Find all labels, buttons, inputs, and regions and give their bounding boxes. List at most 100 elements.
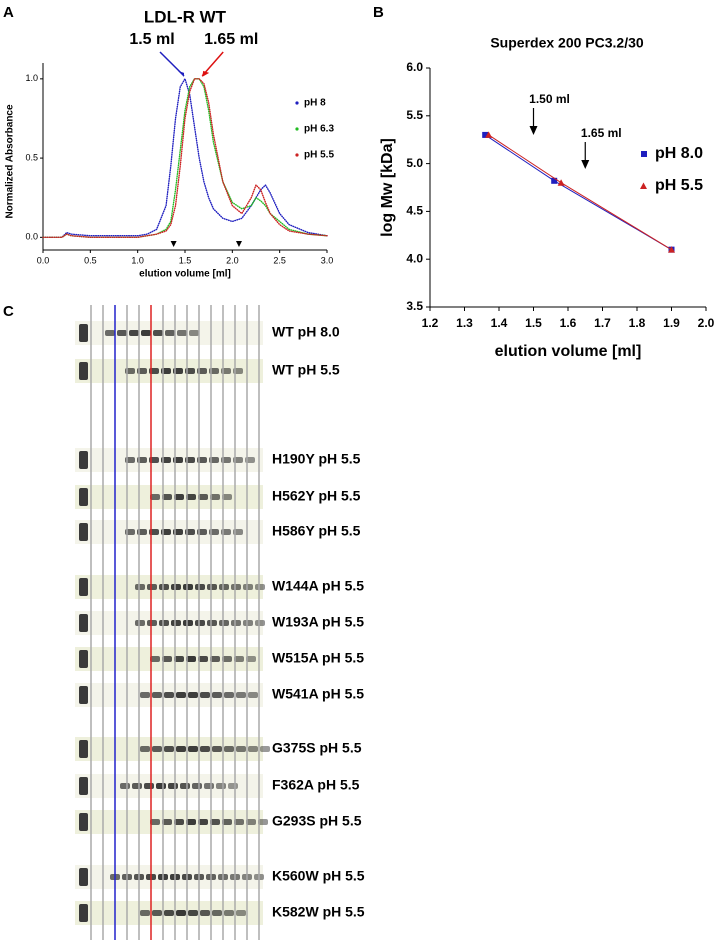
x-tick-label: 0.5 [84, 255, 97, 265]
gel-band [207, 620, 217, 626]
gel-band [162, 819, 172, 825]
chart-title: LDL-R WT [144, 7, 227, 26]
x-tick-label: 2.0 [698, 316, 714, 330]
x-tick-label: 1.9 [663, 316, 680, 330]
point [551, 177, 558, 184]
gel-band [224, 692, 234, 698]
y-tick-label: 4.0 [406, 251, 423, 265]
gel-band [162, 494, 172, 500]
gel-band [176, 692, 186, 698]
gel-band [210, 656, 220, 662]
x-tick-label: 1.6 [560, 316, 577, 330]
gel-band [248, 692, 258, 698]
y-tick-label: 5.0 [406, 156, 423, 170]
gel-band [156, 783, 166, 789]
gel-band [189, 330, 199, 336]
panel-label: C [3, 303, 14, 320]
gel-band [183, 584, 193, 590]
x-tick-label: 1.0 [131, 255, 144, 265]
x-axis-label: elution volume [ml] [495, 343, 642, 360]
gel-band [186, 819, 196, 825]
gel-band [198, 494, 208, 500]
gel-band [141, 330, 151, 336]
gel-band [231, 584, 241, 590]
legend-label: pH 8.0 [655, 145, 703, 162]
point [485, 131, 493, 138]
x-tick-label: 1.7 [594, 316, 611, 330]
gel-band [135, 584, 145, 590]
y-axis-label: log Mw [kDa] [379, 138, 396, 237]
gel-band [186, 656, 196, 662]
gel-band [248, 746, 258, 752]
row-label: W144A pH 5.5 [272, 578, 364, 594]
gel-band [219, 620, 229, 626]
gel-band [246, 819, 256, 825]
gel-band [210, 819, 220, 825]
row-label: K582W pH 5.5 [272, 904, 365, 920]
gel-band [152, 692, 162, 698]
ladder [79, 904, 88, 922]
annotation-arrowhead [178, 70, 184, 77]
series-line [42, 78, 328, 239]
point [557, 179, 565, 186]
gel-band [171, 584, 181, 590]
gel-band [120, 783, 130, 789]
x-tick-label: 1.2 [422, 316, 439, 330]
row-label: H586Y pH 5.5 [272, 523, 361, 539]
gel-band [188, 692, 198, 698]
gel-band [159, 620, 169, 626]
gel-band [198, 819, 208, 825]
gel-band [200, 692, 210, 698]
x-tick-label: 2.0 [226, 255, 239, 265]
gel-band [176, 746, 186, 752]
gel-band [212, 910, 222, 916]
gel-band [174, 656, 184, 662]
gel-band [188, 910, 198, 916]
gel-band [212, 692, 222, 698]
gel-band [210, 494, 220, 500]
x-tick-label: 1.4 [491, 316, 508, 330]
gel-band [216, 783, 226, 789]
series-line [42, 77, 328, 239]
gel-band [174, 494, 184, 500]
arrowhead [235, 241, 242, 247]
gel-band [150, 494, 160, 500]
legend-marker [295, 153, 299, 157]
x-tick-label: 0.0 [37, 255, 50, 265]
gel-band [140, 910, 150, 916]
gel-band [147, 620, 157, 626]
gel-band [164, 910, 174, 916]
x-tick-label: 1.5 [525, 316, 542, 330]
y-tick-label: 0.0 [25, 232, 38, 242]
gel-band [129, 330, 139, 336]
row-label: W515A pH 5.5 [272, 650, 364, 666]
gel-band [222, 819, 232, 825]
legend-label: pH 5.5 [304, 150, 334, 161]
gel-band [117, 330, 127, 336]
gel-band [236, 746, 246, 752]
gel-band [195, 584, 205, 590]
point [668, 246, 675, 253]
y-tick-label: 1.0 [25, 73, 38, 83]
gel-band [176, 910, 186, 916]
gel-band [200, 910, 210, 916]
gel-band [204, 783, 214, 789]
ladder [79, 740, 88, 758]
gel-band [200, 746, 210, 752]
gel-band [207, 584, 217, 590]
gel-band [243, 620, 253, 626]
point [482, 131, 489, 138]
panel-label: B [373, 4, 384, 21]
gel-band [140, 746, 150, 752]
ladder [79, 488, 88, 506]
gel-band [195, 620, 205, 626]
gel-band [224, 910, 234, 916]
gel-band [188, 746, 198, 752]
ladder [79, 777, 88, 795]
y-tick-label: 4.5 [406, 204, 423, 218]
row-label: H190Y pH 5.5 [272, 451, 361, 467]
gel-band [255, 620, 265, 626]
ladder [79, 686, 88, 704]
gel-band [222, 656, 232, 662]
gel-band [132, 783, 142, 789]
